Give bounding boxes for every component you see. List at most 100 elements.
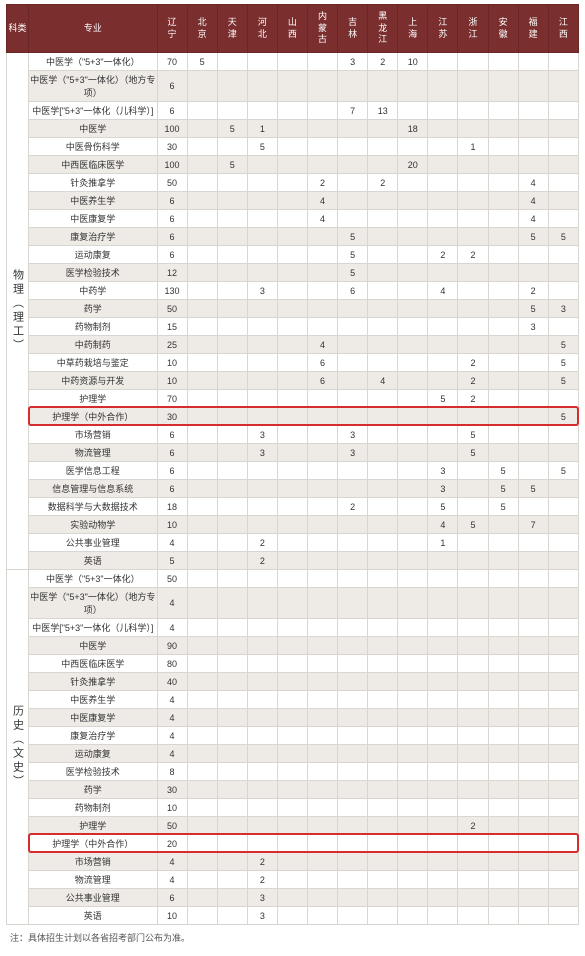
header-province: 福建 xyxy=(518,5,548,53)
value-cell xyxy=(307,637,337,655)
value-cell xyxy=(398,300,428,318)
value-cell xyxy=(428,156,458,174)
table-row: 中医学（"5+3"一体化）（地方专项）6 xyxy=(7,71,579,102)
value-cell xyxy=(518,745,548,763)
major-cell: 中医学["5+3"一体化（儿科学）] xyxy=(29,619,157,637)
value-cell xyxy=(187,853,217,871)
value-cell xyxy=(187,390,217,408)
value-cell: 1 xyxy=(458,138,488,156)
table-row: 护理学（中外合作）305 xyxy=(7,408,579,426)
value-cell xyxy=(247,192,277,210)
major-cell: 中医学（"5+3"一体化） xyxy=(29,570,157,588)
value-cell xyxy=(277,390,307,408)
value-cell xyxy=(548,745,578,763)
value-cell xyxy=(247,637,277,655)
table-row: 中医学["5+3"一体化（儿科学）]6713 xyxy=(7,102,579,120)
value-cell xyxy=(277,71,307,102)
value-cell xyxy=(458,228,488,246)
table-row: 中药制药2545 xyxy=(7,336,579,354)
value-cell xyxy=(217,210,247,228)
value-cell: 5 xyxy=(458,516,488,534)
value-cell xyxy=(217,871,247,889)
table-row: 英语103 xyxy=(7,907,579,925)
major-cell: 物流管理 xyxy=(29,444,157,462)
value-cell xyxy=(307,691,337,709)
value-cell xyxy=(488,156,518,174)
value-cell xyxy=(398,570,428,588)
value-cell xyxy=(398,174,428,192)
value-cell xyxy=(548,138,578,156)
value-cell xyxy=(217,835,247,853)
value-cell xyxy=(307,799,337,817)
value-cell xyxy=(277,709,307,727)
value-cell xyxy=(458,673,488,691)
value-cell xyxy=(187,871,217,889)
value-cell xyxy=(488,907,518,925)
value-cell xyxy=(247,673,277,691)
value-cell: 5 xyxy=(247,138,277,156)
value-cell xyxy=(277,408,307,426)
value-cell xyxy=(307,462,337,480)
value-cell xyxy=(247,570,277,588)
value-cell: 130 xyxy=(157,282,187,300)
value-cell: 6 xyxy=(157,246,187,264)
value-cell xyxy=(247,516,277,534)
value-cell xyxy=(428,300,458,318)
value-cell xyxy=(187,246,217,264)
value-cell xyxy=(488,835,518,853)
value-cell xyxy=(277,570,307,588)
value-cell xyxy=(458,552,488,570)
value-cell xyxy=(398,372,428,390)
value-cell xyxy=(277,156,307,174)
value-cell xyxy=(488,138,518,156)
value-cell: 5 xyxy=(548,372,578,390)
value-cell xyxy=(277,354,307,372)
value-cell xyxy=(548,210,578,228)
major-cell: 药学 xyxy=(29,781,157,799)
value-cell xyxy=(398,426,428,444)
value-cell xyxy=(428,619,458,637)
value-cell: 50 xyxy=(157,174,187,192)
major-cell: 市场营销 xyxy=(29,853,157,871)
major-cell: 公共事业管理 xyxy=(29,889,157,907)
value-cell xyxy=(398,282,428,300)
value-cell: 80 xyxy=(157,655,187,673)
major-cell: 中药学 xyxy=(29,282,157,300)
value-cell xyxy=(368,691,398,709)
value-cell xyxy=(277,637,307,655)
value-cell xyxy=(338,138,368,156)
value-cell xyxy=(277,907,307,925)
value-cell xyxy=(518,691,548,709)
value-cell xyxy=(338,763,368,781)
major-cell: 中医康复学 xyxy=(29,709,157,727)
header-province: 北京 xyxy=(187,5,217,53)
value-cell xyxy=(217,570,247,588)
value-cell xyxy=(548,781,578,799)
value-cell xyxy=(338,300,368,318)
value-cell xyxy=(428,655,458,673)
table-row: 实验动物学10457 xyxy=(7,516,579,534)
value-cell xyxy=(518,336,548,354)
value-cell xyxy=(398,390,428,408)
value-cell xyxy=(368,336,398,354)
value-cell xyxy=(398,498,428,516)
value-cell xyxy=(338,318,368,336)
table-row: 物流管理6335 xyxy=(7,444,579,462)
value-cell: 4 xyxy=(157,691,187,709)
value-cell xyxy=(488,853,518,871)
value-cell xyxy=(217,282,247,300)
value-cell xyxy=(458,763,488,781)
value-cell xyxy=(277,480,307,498)
value-cell xyxy=(548,174,578,192)
value-cell xyxy=(338,907,368,925)
value-cell xyxy=(277,282,307,300)
value-cell: 20 xyxy=(157,835,187,853)
value-cell xyxy=(277,588,307,619)
value-cell xyxy=(368,853,398,871)
value-cell xyxy=(398,552,428,570)
value-cell xyxy=(518,763,548,781)
value-cell xyxy=(488,534,518,552)
value-cell xyxy=(428,354,458,372)
value-cell xyxy=(548,619,578,637)
value-cell xyxy=(247,498,277,516)
